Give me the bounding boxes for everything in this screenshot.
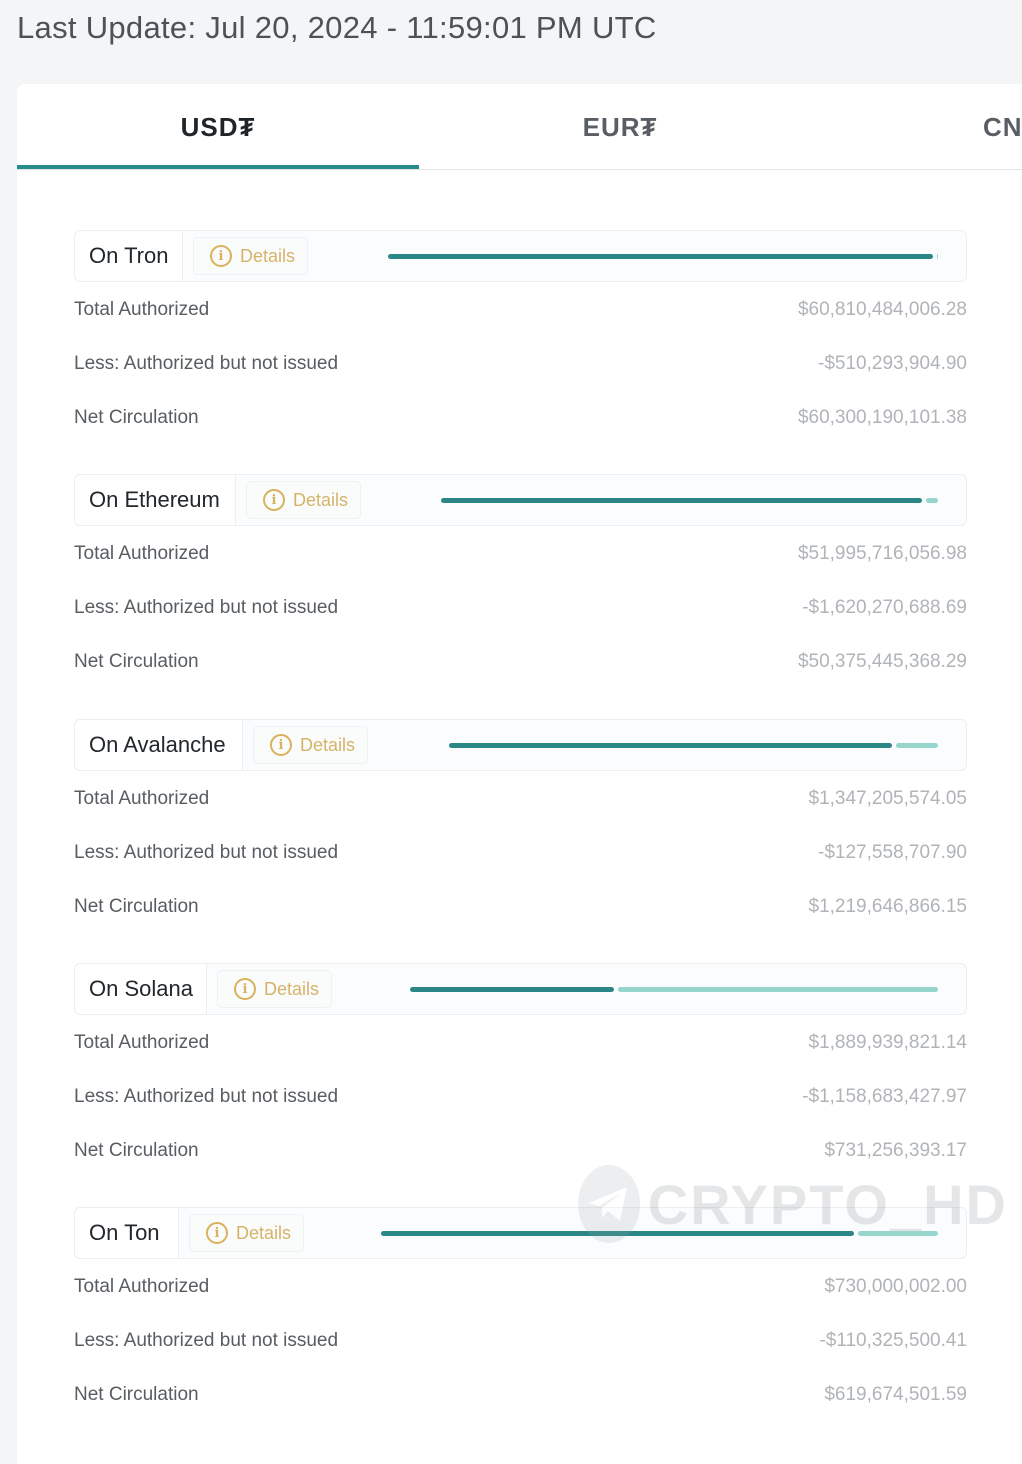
row-label: Less: Authorized but not issued [74,353,339,374]
details-label: Details [300,734,356,755]
not-issued-row: Less: Authorized but not issued -$127,55… [74,838,967,868]
row-label: Net Circulation [74,407,199,428]
not-issued-row: Less: Authorized but not issued -$510,29… [74,349,967,379]
total-authorized-row: Total Authorized $1,889,939,821.14 [74,1028,967,1058]
row-label: Net Circulation [74,896,199,917]
row-label: Net Circulation [74,1384,199,1405]
issuance-bar [410,987,938,992]
row-value: $60,300,190,101.38 [797,407,967,428]
not-issued-row: Less: Authorized but not issued -$1,620,… [74,593,967,623]
last-update-text: Last Update: Jul 20, 2024 - 11:59:01 PM … [17,10,657,45]
unissued-bar [618,987,938,992]
row-label: Total Authorized [74,1032,210,1053]
not-issued-row: Less: Authorized but not issued -$110,32… [74,1326,967,1356]
info-icon: i [270,734,292,756]
row-value: $51,995,716,056.98 [797,543,967,564]
row-label: Less: Authorized but not issued [74,597,339,618]
issued-bar [441,498,922,503]
total-authorized-row: Total Authorized $51,995,716,056.98 [74,539,967,569]
chain-header: On Ton i Details [74,1207,967,1259]
details-label: Details [264,978,320,999]
chain-name: On Tron [75,231,183,281]
row-value: $60,810,484,006.28 [797,299,967,320]
info-icon: i [206,1222,228,1244]
row-label: Less: Authorized but not issued [74,842,339,863]
details-button[interactable]: i Details [189,1214,305,1252]
issuance-bar [388,254,938,259]
details-button[interactable]: i Details [253,726,369,764]
top-bar: Last Update: Jul 20, 2024 - 11:59:01 PM … [0,0,1022,84]
row-value: -$110,325,500.41 [819,1330,967,1351]
details-label: Details [293,489,349,510]
info-icon: i [263,489,285,511]
row-value: $731,256,393.17 [824,1140,967,1161]
row-label: Less: Authorized but not issued [74,1086,339,1107]
row-value: -$127,558,707.90 [818,842,967,863]
issuance-bar [441,498,938,503]
unissued-bar [896,743,938,748]
row-value: $1,347,205,574.05 [808,788,968,809]
chain-header: On Solana i Details [74,963,967,1015]
chain-name: On Avalanche [75,720,243,770]
total-authorized-row: Total Authorized $730,000,002.00 [74,1272,967,1302]
net-circulation-row: Net Circulation $619,674,501.59 [74,1380,967,1410]
unissued-bar [858,1231,938,1236]
tab-eurt[interactable]: EUR₮ [582,111,658,142]
chain-header: On Tron i Details [74,230,967,282]
row-label: Total Authorized [74,299,210,320]
issuance-bar [381,1231,938,1236]
row-label: Total Authorized [74,543,210,564]
tab-cnht[interactable]: CN [983,111,1022,142]
chain-header: On Ethereum i Details [74,474,967,526]
row-value: -$1,158,683,427.97 [802,1086,967,1107]
unissued-bar [926,498,938,503]
active-tab-indicator [17,165,419,169]
chain-name: On Ton [75,1208,179,1258]
row-label: Total Authorized [74,788,210,809]
issuance-bar [449,743,938,748]
details-button[interactable]: i Details [193,237,309,275]
row-value: $1,219,646,866.15 [808,896,968,917]
info-icon: i [234,978,256,1000]
issued-bar [449,743,892,748]
unissued-bar [937,254,938,259]
net-circulation-row: Net Circulation $1,219,646,866.15 [74,892,967,922]
issued-bar [410,987,614,992]
net-circulation-row: Net Circulation $50,375,445,368.29 [74,647,967,677]
details-button[interactable]: i Details [217,970,333,1008]
row-value: -$1,620,270,688.69 [802,597,967,618]
total-authorized-row: Total Authorized $60,810,484,006.28 [74,295,967,325]
total-authorized-row: Total Authorized $1,347,205,574.05 [74,784,967,814]
row-value: $50,375,445,368.29 [797,651,967,672]
circulation-panel: USD₮ EUR₮ CN On Tron i Details Total Aut… [17,84,1022,1464]
not-issued-row: Less: Authorized but not issued -$1,158,… [74,1082,967,1112]
chain-header: On Avalanche i Details [74,719,967,771]
row-value: $730,000,002.00 [824,1276,967,1297]
net-circulation-row: Net Circulation $60,300,190,101.38 [74,403,967,433]
row-label: Less: Authorized but not issued [74,1330,339,1351]
row-value: $619,674,501.59 [824,1384,967,1405]
row-value: -$510,293,904.90 [818,353,967,374]
row-label: Net Circulation [74,651,199,672]
details-button[interactable]: i Details [246,481,362,519]
details-label: Details [236,1222,292,1243]
net-circulation-row: Net Circulation $731,256,393.17 [74,1136,967,1166]
issued-bar [381,1231,854,1236]
info-icon: i [210,245,232,267]
row-value: $1,889,939,821.14 [808,1032,968,1053]
currency-tabs: USD₮ EUR₮ CN [17,84,1022,170]
tab-usdt[interactable]: USD₮ [180,111,256,142]
row-label: Total Authorized [74,1276,210,1297]
issued-bar [388,254,933,259]
chain-name: On Ethereum [75,475,236,525]
chain-name: On Solana [75,964,207,1014]
row-label: Net Circulation [74,1140,199,1161]
details-label: Details [240,245,296,266]
